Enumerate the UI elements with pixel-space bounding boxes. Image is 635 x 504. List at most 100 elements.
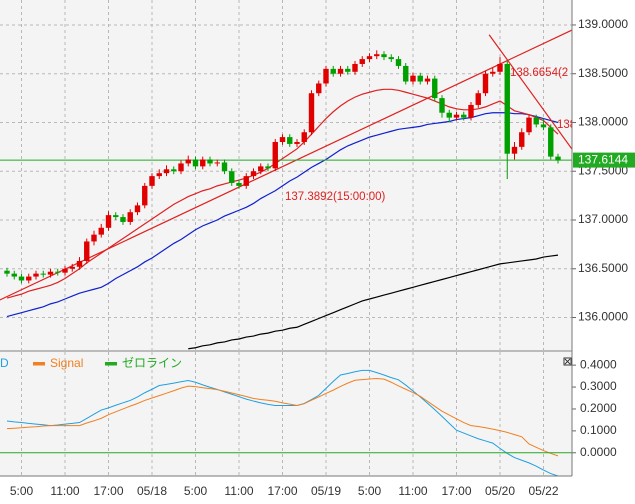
main-plot: 138.6654(2 137.3892(15:00:00) 138.3 — [0, 0, 586, 350]
candle-body — [84, 241, 90, 261]
candle-body — [105, 215, 112, 228]
sub-plot — [0, 352, 572, 476]
candle-body — [221, 162, 228, 172]
macd-line — [6, 369, 559, 476]
close-button-x — [564, 358, 571, 365]
y-tick-label: 0.1000 — [580, 423, 617, 437]
candle-body — [417, 75, 423, 82]
candle-body — [149, 176, 155, 186]
candle-body — [214, 162, 220, 164]
x-tick-label: 11:00 — [50, 484, 79, 498]
candle-body — [323, 68, 329, 84]
x-tick-label: 5:00 — [184, 484, 208, 498]
x-tick-label: 5:00 — [358, 484, 382, 498]
candle-body — [178, 163, 184, 172]
candle-body — [207, 159, 213, 164]
y-tick-label: 0.0000 — [580, 445, 617, 459]
moving-average — [6, 88, 559, 299]
trend-line — [488, 34, 572, 151]
candle-body — [40, 273, 46, 275]
candle-body — [272, 141, 278, 169]
candle-body — [374, 54, 380, 57]
y-tick-label: 137.0000 — [578, 212, 628, 226]
candle-body — [113, 215, 119, 218]
moving-average — [6, 112, 559, 318]
candle-body — [142, 185, 148, 206]
current-price-label: 137.6144 — [578, 152, 628, 166]
x-tick-label: 05/18 — [137, 484, 167, 498]
y-tick-label: 139.0000 — [578, 17, 628, 31]
candle-body — [388, 57, 394, 60]
candle-body — [55, 271, 61, 273]
candle-body — [511, 146, 518, 154]
candle-body — [337, 68, 344, 74]
candle-body — [424, 78, 431, 82]
candle-body — [11, 273, 17, 277]
candle-body — [26, 276, 32, 281]
candle-body — [555, 156, 561, 161]
candle-body — [250, 171, 257, 177]
candle-body — [301, 132, 307, 142]
x-tick-label: 17:00 — [441, 484, 471, 498]
candle-body — [439, 98, 445, 113]
y-tick-label: 138.0000 — [578, 115, 628, 129]
annotation: 137.3892(15:00:00) — [285, 191, 386, 203]
candle-body — [432, 78, 438, 99]
candle-body — [403, 65, 409, 82]
candle-body — [200, 159, 206, 167]
y-tick-label: 136.0000 — [578, 310, 628, 324]
candle-body — [236, 182, 242, 186]
candle-body — [185, 159, 191, 164]
candle-body — [395, 59, 402, 66]
moving-average — [188, 254, 559, 350]
candle-body — [120, 217, 126, 222]
candle-body — [533, 117, 539, 125]
candle-body — [475, 93, 481, 105]
y-tick-label: 138.5000 — [578, 66, 628, 80]
candle-body — [345, 68, 351, 72]
candle-body — [91, 234, 97, 242]
candle-body — [33, 273, 39, 277]
macd-line — [6, 378, 559, 457]
candle-body — [352, 63, 358, 72]
candle-body — [265, 166, 271, 169]
candle-body — [18, 276, 25, 281]
y-tick-label: 0.4000 — [580, 357, 617, 371]
candle-body — [47, 271, 54, 275]
current-price-box — [573, 152, 635, 168]
candle-body — [446, 112, 452, 118]
main-panel — [0, 0, 572, 350]
candle-body — [62, 268, 68, 273]
candle-body — [156, 173, 162, 177]
candle-body — [468, 104, 474, 118]
x-tick-label: 11:00 — [224, 484, 253, 498]
x-tick-label: 17:00 — [93, 484, 123, 498]
y-tick-label: 0.2000 — [580, 401, 617, 415]
candle-body — [366, 56, 373, 60]
x-tick-label: 11:00 — [398, 484, 427, 498]
x-tick-label: 5:00 — [10, 484, 34, 498]
candle-body — [308, 93, 315, 133]
candle-body — [127, 212, 133, 222]
candle-body — [410, 75, 416, 82]
x-tick-label: 05/19 — [311, 484, 341, 498]
candle-body — [229, 171, 235, 183]
annotation: 138.3 — [557, 119, 586, 131]
legend-label: D — [0, 356, 9, 370]
candle-body — [287, 137, 293, 144]
candle-body — [163, 169, 170, 174]
x-tick-label: 05/22 — [528, 484, 558, 498]
candle-body — [279, 137, 286, 142]
legend-swatch — [33, 362, 45, 366]
candle-body — [316, 83, 322, 94]
y-tick-label: 0.3000 — [580, 379, 617, 393]
candle-body — [294, 141, 300, 144]
trend-line — [0, 29, 572, 301]
candle-body — [497, 63, 503, 72]
candle-body — [381, 54, 387, 58]
candle-body — [76, 260, 83, 267]
candle-body — [330, 68, 336, 74]
x-tick-label: 17:00 — [267, 484, 297, 498]
